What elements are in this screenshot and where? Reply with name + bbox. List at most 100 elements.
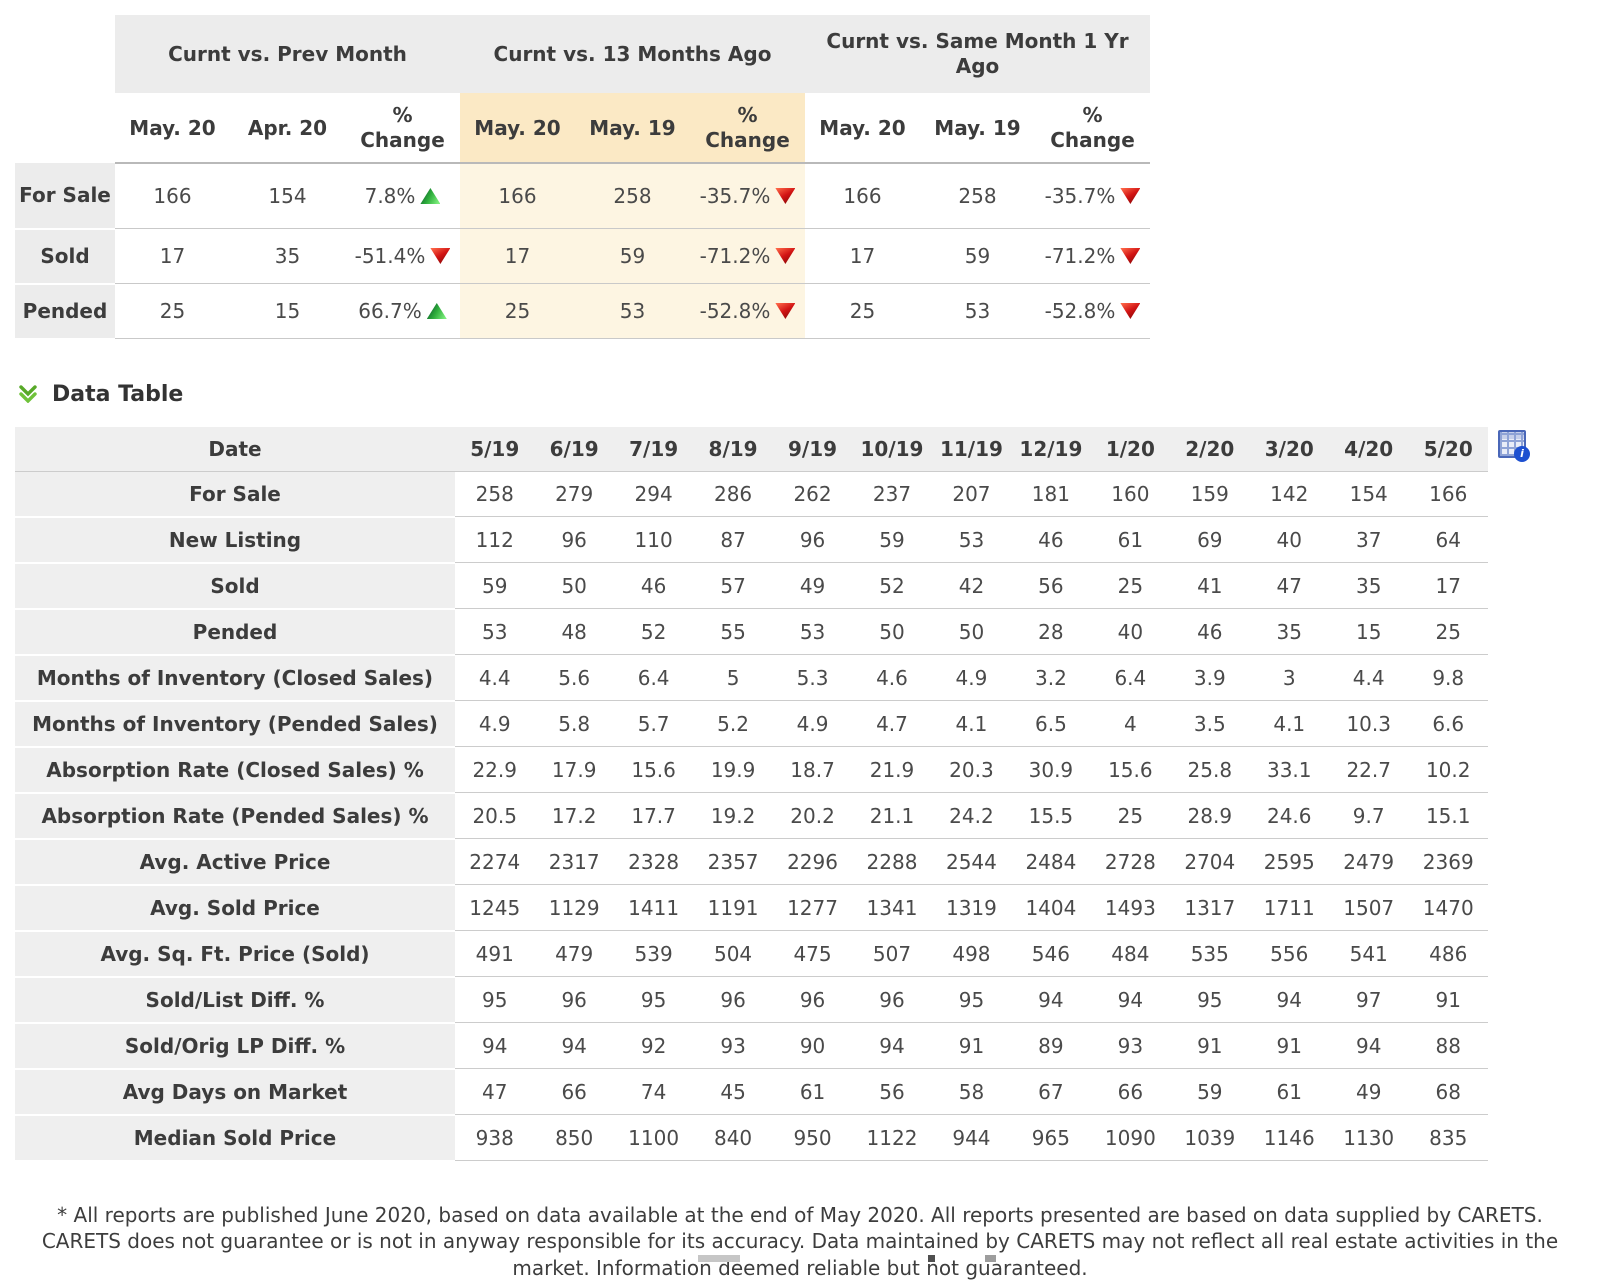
metric-value: 4.1 bbox=[1250, 701, 1329, 747]
metric-value: 4.4 bbox=[1329, 655, 1408, 701]
metric-value: 20.5 bbox=[455, 793, 534, 839]
metric-value: 56 bbox=[852, 1069, 931, 1115]
metric-value: 159 bbox=[1170, 471, 1249, 517]
metric-value: 96 bbox=[773, 977, 852, 1023]
metric-value: 6.4 bbox=[1091, 655, 1170, 701]
metric-value: 17.7 bbox=[614, 793, 693, 839]
pct-change-cell: 7.8% bbox=[345, 163, 460, 229]
value-cell: 154 bbox=[230, 163, 345, 229]
metric-value: 1039 bbox=[1170, 1115, 1249, 1161]
arrow-up-icon bbox=[420, 188, 440, 204]
metric-value: 294 bbox=[614, 471, 693, 517]
group-header: Curnt vs. Same Month 1 Yr Ago bbox=[805, 15, 1150, 93]
value-cell: 59 bbox=[575, 229, 690, 284]
metric-value: 1470 bbox=[1408, 885, 1488, 931]
metric-value: 24.2 bbox=[932, 793, 1011, 839]
month-header: 5/20 bbox=[1408, 427, 1488, 472]
metric-value: 504 bbox=[693, 931, 772, 977]
collapse-chevrons-icon[interactable] bbox=[18, 385, 38, 403]
metric-value: 95 bbox=[932, 977, 1011, 1023]
metric-value: 3.2 bbox=[1011, 655, 1090, 701]
metric-value: 2357 bbox=[693, 839, 772, 885]
metric-value: 2369 bbox=[1408, 839, 1488, 885]
value-cell: 166 bbox=[115, 163, 230, 229]
metric-value: 539 bbox=[614, 931, 693, 977]
metric-value: 154 bbox=[1329, 471, 1408, 517]
column-header: May. 20 bbox=[460, 93, 575, 163]
metric-value: 91 bbox=[1170, 1023, 1249, 1069]
column-header: Apr. 20 bbox=[230, 93, 345, 163]
metric-value: 3 bbox=[1250, 655, 1329, 701]
metric-label: Median Sold Price bbox=[15, 1115, 455, 1161]
column-header: % Change bbox=[345, 93, 460, 163]
metric-value: 286 bbox=[693, 471, 772, 517]
metric-value: 47 bbox=[1250, 563, 1329, 609]
metric-value: 94 bbox=[1091, 977, 1170, 1023]
metric-label: Avg. Sq. Ft. Price (Sold) bbox=[15, 931, 455, 977]
clipped-text-fragment bbox=[640, 1255, 1040, 1262]
metric-value: 9.7 bbox=[1329, 793, 1408, 839]
value-cell: 17 bbox=[805, 229, 920, 284]
table-info-icon[interactable] bbox=[1498, 430, 1530, 462]
metric-value: 25.8 bbox=[1170, 747, 1249, 793]
metric-value: 61 bbox=[1091, 517, 1170, 563]
metric-value: 22.7 bbox=[1329, 747, 1408, 793]
metric-value: 53 bbox=[932, 517, 1011, 563]
metric-value: 1129 bbox=[534, 885, 613, 931]
metric-value: 46 bbox=[1170, 609, 1249, 655]
metric-value: 48 bbox=[534, 609, 613, 655]
metric-value: 35 bbox=[1329, 563, 1408, 609]
metric-value: 30.9 bbox=[1011, 747, 1090, 793]
row-label: For Sale bbox=[15, 163, 115, 229]
metric-value: 58 bbox=[932, 1069, 1011, 1115]
metric-value: 40 bbox=[1250, 517, 1329, 563]
metric-value: 10.3 bbox=[1329, 701, 1408, 747]
pct-change-cell: 66.7% bbox=[345, 284, 460, 339]
column-header: May. 19 bbox=[920, 93, 1035, 163]
column-header: % Change bbox=[690, 93, 805, 163]
metric-value: 94 bbox=[455, 1023, 534, 1069]
metric-value: 5.6 bbox=[534, 655, 613, 701]
metric-value: 96 bbox=[852, 977, 931, 1023]
metric-value: 1507 bbox=[1329, 885, 1408, 931]
metric-value: 15 bbox=[1329, 609, 1408, 655]
metric-value: 95 bbox=[614, 977, 693, 1023]
metric-value: 15.6 bbox=[1091, 747, 1170, 793]
metric-value: 50 bbox=[852, 609, 931, 655]
pct-change-cell: -71.2% bbox=[1035, 229, 1150, 284]
metric-value: 4.4 bbox=[455, 655, 534, 701]
metric-value: 5.2 bbox=[693, 701, 772, 747]
column-header: May. 20 bbox=[115, 93, 230, 163]
metric-value: 95 bbox=[1170, 977, 1249, 1023]
metric-value: 556 bbox=[1250, 931, 1329, 977]
metric-value: 53 bbox=[455, 609, 534, 655]
metric-value: 59 bbox=[455, 563, 534, 609]
value-cell: 53 bbox=[575, 284, 690, 339]
metric-value: 91 bbox=[1250, 1023, 1329, 1069]
metric-value: 22.9 bbox=[455, 747, 534, 793]
metric-value: 15.1 bbox=[1408, 793, 1488, 839]
metric-value: 59 bbox=[1170, 1069, 1249, 1115]
metric-value: 850 bbox=[534, 1115, 613, 1161]
value-cell: 59 bbox=[920, 229, 1035, 284]
row-label: Sold bbox=[15, 229, 115, 284]
date-header: Date bbox=[15, 427, 455, 472]
metric-value: 1130 bbox=[1329, 1115, 1408, 1161]
month-header: 7/19 bbox=[614, 427, 693, 472]
metric-value: 41 bbox=[1170, 563, 1249, 609]
metric-value: 42 bbox=[932, 563, 1011, 609]
month-header: 9/19 bbox=[773, 427, 852, 472]
metric-value: 37 bbox=[1329, 517, 1408, 563]
metric-value: 2728 bbox=[1091, 839, 1170, 885]
